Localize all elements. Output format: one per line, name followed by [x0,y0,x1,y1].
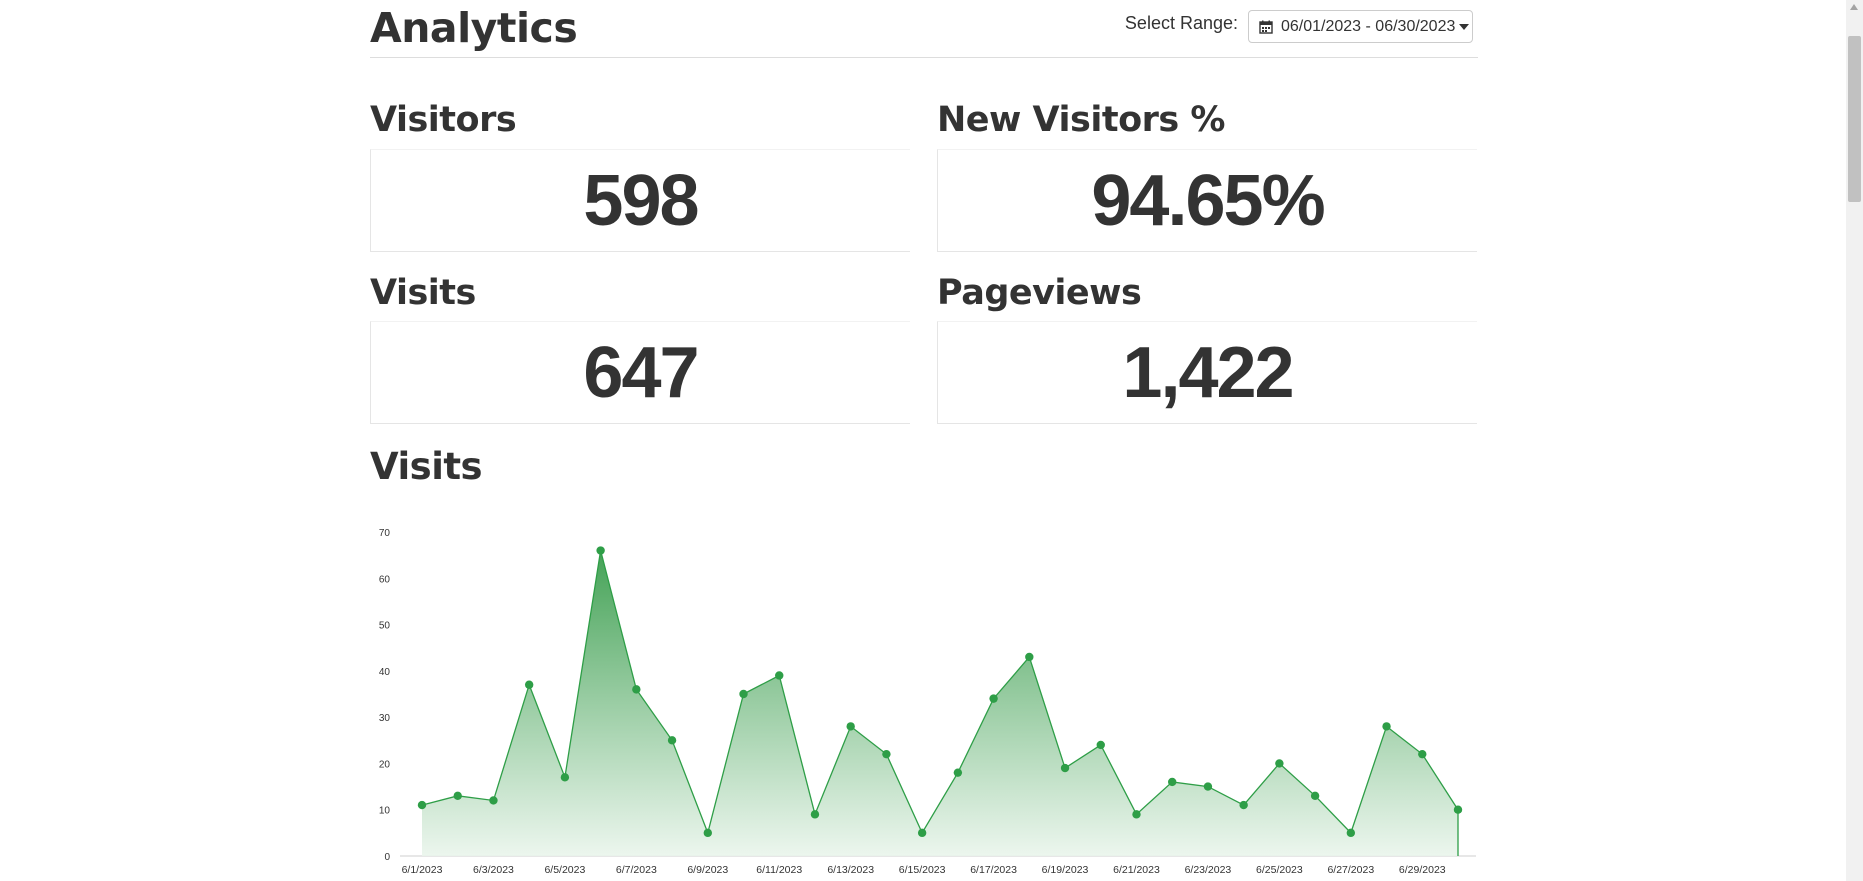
data-point [1025,652,1034,662]
data-point [632,685,641,694]
x-tick-label: 6/11/2023 [756,864,802,876]
data-point [1096,740,1105,750]
data-point [1382,722,1391,731]
x-tick-label: 6/19/2023 [1042,864,1089,876]
data-point [1132,810,1141,819]
data-point [667,736,677,745]
y-tick-label: 30 [379,713,391,724]
x-tick-label: 6/3/2023 [473,864,514,876]
y-tick-label: 40 [379,667,391,678]
data-point [1453,805,1463,814]
data-point [596,546,605,555]
data-point [703,828,712,838]
new-visitors-heading: New Visitors % [937,100,1225,140]
vertical-scrollbar[interactable] [1846,0,1863,881]
x-tick-label: 6/17/2023 [970,864,1017,876]
visits-series-line [421,550,1459,835]
data-point [1310,791,1320,801]
visitors-heading: Visitors [370,100,517,140]
pageviews-value: 1,422 [1122,332,1294,413]
x-tick-label: 6/1/2023 [402,864,443,876]
header-divider [370,57,1478,58]
x-tick-label: 6/27/2023 [1327,864,1374,876]
analytics-page: Analytics Select Range: 06/01/2023 - 06/… [370,0,1478,881]
data-point [1168,777,1177,787]
visitors-value: 598 [583,160,699,241]
data-point [1418,749,1427,759]
data-point [775,671,784,680]
x-tick-label: 6/5/2023 [544,864,585,876]
x-tick-label: 6/25/2023 [1256,864,1303,876]
visitors-card: 598 [370,149,910,252]
pageviews-heading: Pageviews [937,273,1142,313]
data-point [917,828,927,838]
scroll-up-arrow-icon[interactable] [1850,4,1858,10]
x-tick-label: 6/29/2023 [1399,864,1446,876]
y-tick-label: 70 [379,528,391,539]
y-tick-label: 20 [379,759,391,770]
x-tick-label: 6/7/2023 [616,864,657,876]
date-range-value: 06/01/2023 - 06/30/2023 [1281,17,1456,35]
page-title: Analytics [370,4,578,52]
data-point [739,689,748,699]
data-point [560,773,570,782]
calendar-icon [1259,20,1273,34]
x-tick-label: 6/9/2023 [687,864,728,876]
data-point [417,800,427,810]
data-point [810,810,820,819]
y-tick-label: 60 [379,574,391,585]
y-tick-label: 0 [384,852,390,863]
data-point [989,694,998,703]
visits-card: 647 [370,321,910,424]
data-point [1060,763,1070,773]
range-label: Select Range: [1124,13,1238,33]
caret-down-icon [1459,23,1470,30]
date-range-picker-button[interactable]: 06/01/2023 - 06/30/2023 [1248,10,1473,43]
data-point [489,796,498,805]
pageviews-card: 1,422 [937,321,1477,424]
new-visitors-card: 94.65% [937,149,1477,252]
x-tick-label: 6/13/2023 [827,864,874,876]
x-tick-label: 6/21/2023 [1113,864,1160,876]
visits-value: 647 [583,332,699,413]
data-point [1239,800,1248,810]
y-tick-label: 10 [379,806,391,817]
data-point [953,768,963,777]
data-point [1275,759,1284,768]
visits-heading: Visits [370,273,476,313]
data-point [846,722,855,731]
scrollbar-thumb[interactable] [1848,36,1861,202]
visits-chart-title: Visits [370,445,483,488]
new-visitors-value: 94.65% [1091,160,1325,241]
y-tick-label: 50 [379,621,391,632]
x-tick-label: 6/15/2023 [899,864,946,876]
data-point [1346,828,1356,838]
data-point [882,749,891,759]
visits-area-chart: 0 10 20 30 40 50 60 70 6/1/2023 6/3/2023 6/5/2023 6… [379,528,1476,876]
data-point [453,791,462,801]
x-tick-label: 6/23/2023 [1185,864,1232,876]
visits-area-fill [422,550,1458,856]
data-point [524,680,534,689]
data-point [1203,782,1213,791]
